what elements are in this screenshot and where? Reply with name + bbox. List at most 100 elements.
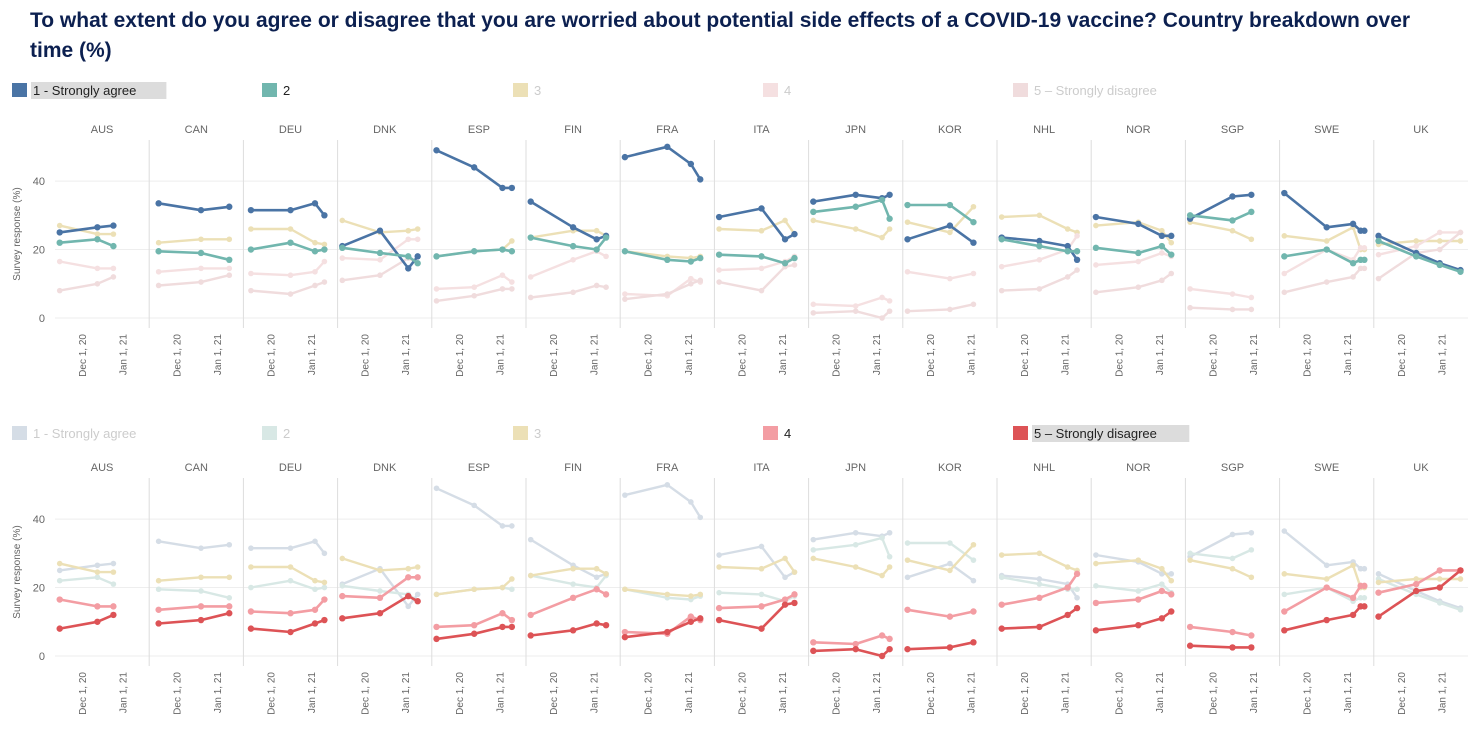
y-tick-label: 0 bbox=[39, 313, 45, 325]
facet-label: SGP bbox=[1221, 124, 1244, 136]
facet-label: AUS bbox=[91, 462, 114, 474]
data-point bbox=[110, 603, 117, 610]
data-point bbox=[110, 231, 117, 237]
data-point bbox=[621, 628, 629, 636]
x-tick-label: Dec 1, 20 bbox=[1397, 672, 1408, 715]
series-line bbox=[907, 541, 975, 562]
legend-item-5[interactable]: 5 – Strongly disagree bbox=[1013, 83, 1157, 98]
legend-item-1[interactable]: 1 - Strongly agree bbox=[12, 82, 167, 99]
data-point bbox=[1248, 547, 1255, 553]
x-tick-label: Jan 1, 21 bbox=[307, 672, 318, 714]
data-point bbox=[527, 632, 534, 639]
data-point bbox=[312, 282, 318, 289]
data-point bbox=[312, 538, 318, 545]
data-point bbox=[1159, 565, 1165, 572]
data-point bbox=[946, 201, 954, 209]
data-point bbox=[1093, 552, 1099, 558]
legend-item-2[interactable]: 2 bbox=[262, 426, 290, 441]
data-point bbox=[198, 588, 204, 594]
series-line bbox=[624, 250, 701, 260]
series-line bbox=[813, 647, 891, 658]
data-point bbox=[697, 514, 704, 521]
y-axis-label: Survey response (%) bbox=[12, 525, 23, 618]
data-point bbox=[499, 610, 506, 617]
series-5-fra bbox=[622, 277, 704, 302]
series-line bbox=[250, 280, 325, 296]
facet-label: FRA bbox=[656, 462, 679, 474]
data-point bbox=[878, 196, 886, 204]
legend-item-3[interactable]: 3 bbox=[513, 83, 541, 98]
legend-item-3[interactable]: 3 bbox=[513, 426, 541, 441]
series-2-uk bbox=[1375, 237, 1464, 275]
series-4-deu bbox=[248, 258, 328, 279]
data-point bbox=[248, 226, 254, 232]
data-point bbox=[1281, 289, 1288, 296]
series-line bbox=[624, 145, 702, 181]
x-tick-label: Dec 1, 20 bbox=[455, 672, 466, 715]
x-tick-label: Dec 1, 20 bbox=[926, 672, 937, 715]
data-point bbox=[570, 565, 576, 572]
series-5-sgp bbox=[1186, 642, 1255, 651]
data-point bbox=[94, 562, 101, 569]
data-point bbox=[311, 200, 319, 207]
facet-nor: NOR Dec 1, 20 Jan 1, 21 bbox=[1090, 462, 1175, 715]
legend-item-4[interactable]: 4 bbox=[763, 426, 791, 441]
data-point bbox=[287, 577, 294, 584]
series-4-ita bbox=[715, 591, 798, 612]
data-point bbox=[1281, 253, 1288, 260]
data-point bbox=[287, 226, 294, 232]
data-point bbox=[433, 147, 440, 154]
data-point bbox=[886, 298, 893, 304]
series-line bbox=[813, 634, 891, 646]
x-tick-label: Dec 1, 20 bbox=[926, 334, 937, 377]
x-tick-label: Dec 1, 20 bbox=[172, 334, 183, 377]
data-point bbox=[602, 234, 610, 241]
data-point bbox=[1281, 608, 1288, 615]
data-point bbox=[405, 603, 412, 610]
data-point bbox=[1361, 227, 1368, 234]
data-point bbox=[226, 541, 233, 548]
legend-item-1[interactable]: 1 - Strongly agree bbox=[12, 426, 136, 441]
data-point bbox=[1093, 560, 1099, 567]
data-point bbox=[287, 239, 294, 246]
data-point bbox=[94, 280, 101, 287]
data-point bbox=[852, 529, 859, 536]
series-line bbox=[342, 575, 418, 600]
data-point bbox=[879, 234, 885, 241]
data-point bbox=[688, 593, 694, 599]
series-5-ita bbox=[716, 262, 798, 294]
legend-item-2[interactable]: 2 bbox=[262, 83, 290, 98]
data-point bbox=[1281, 591, 1288, 598]
legend-item-5[interactable]: 5 – Strongly disagree bbox=[1013, 425, 1190, 442]
data-point bbox=[1159, 277, 1165, 284]
legend-label: 3 bbox=[534, 426, 541, 441]
data-point bbox=[287, 545, 294, 551]
legend-item-4[interactable]: 4 bbox=[763, 83, 791, 98]
data-point bbox=[321, 550, 328, 557]
data-point bbox=[1159, 227, 1165, 234]
data-point bbox=[94, 574, 101, 581]
x-tick-label: Jan 1, 21 bbox=[966, 672, 977, 714]
data-point bbox=[569, 594, 577, 602]
series-line bbox=[158, 274, 230, 287]
legend-swatch bbox=[763, 426, 778, 440]
data-point bbox=[998, 214, 1005, 220]
facet-label: SWE bbox=[1314, 462, 1339, 474]
data-point bbox=[904, 557, 911, 563]
series-2-esp bbox=[433, 246, 516, 260]
data-point bbox=[1281, 528, 1288, 534]
x-tick-label: Dec 1, 20 bbox=[78, 672, 89, 715]
data-point bbox=[1186, 212, 1194, 219]
data-point bbox=[1158, 615, 1166, 622]
data-point bbox=[509, 286, 515, 292]
series-line bbox=[59, 260, 114, 270]
data-point bbox=[947, 567, 953, 574]
data-point bbox=[226, 236, 233, 243]
data-point bbox=[998, 625, 1005, 632]
data-point bbox=[1093, 222, 1099, 229]
data-point bbox=[287, 272, 294, 279]
chart-title: To what extent do you agree or disagree … bbox=[30, 9, 1411, 62]
x-tick-label: Jan 1, 21 bbox=[872, 672, 883, 714]
data-point bbox=[970, 577, 977, 584]
facet-label: ITA bbox=[753, 124, 770, 136]
